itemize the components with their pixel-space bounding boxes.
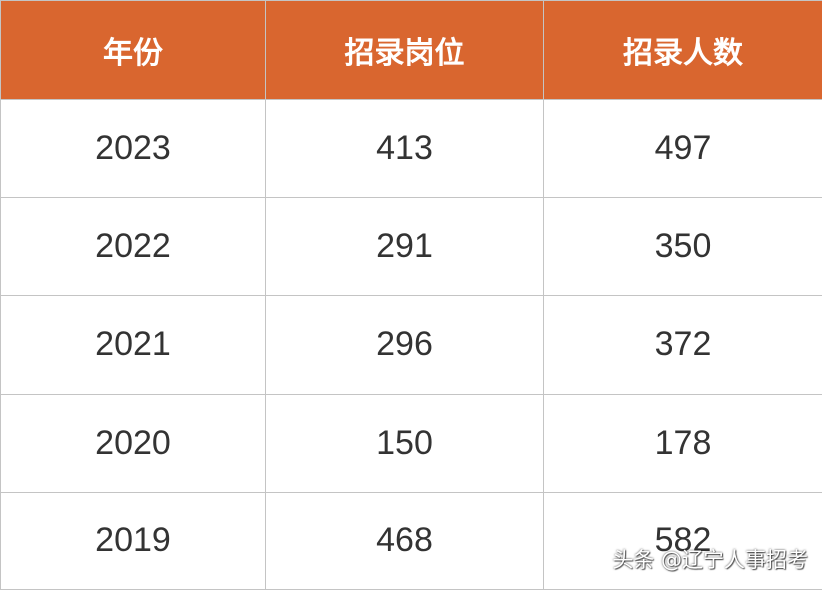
table-row: 2022 291 350 — [0, 197, 822, 297]
header-year: 年份 — [0, 0, 266, 100]
cell-recruits: 350 — [543, 197, 822, 297]
cell-positions: 296 — [265, 295, 544, 395]
cell-recruits: 582 — [543, 491, 822, 590]
cell-year: 2021 — [0, 295, 266, 395]
cell-positions: 468 — [265, 491, 544, 590]
cell-year: 2023 — [0, 98, 266, 199]
table-row: 2020 150 178 — [0, 393, 822, 493]
table-body: 2023 413 497 2022 291 350 2021 296 372 2… — [0, 98, 822, 590]
cell-positions: 291 — [265, 197, 544, 297]
cell-positions: 413 — [265, 98, 544, 199]
watermark-text: 头条 @辽宁人事招考 — [612, 548, 808, 572]
table-row: 2023 413 497 — [0, 98, 822, 199]
table-row: 2021 296 372 — [0, 295, 822, 395]
header-recruits: 招录人数 — [543, 0, 822, 100]
table-header: 年份 招录岗位 招录人数 — [0, 0, 822, 100]
cell-recruits: 372 — [543, 295, 822, 395]
cell-year: 2020 — [0, 393, 266, 493]
table-row: 2019 468 582 — [0, 491, 822, 590]
cell-positions: 150 — [265, 393, 544, 493]
cell-year: 2019 — [0, 491, 266, 590]
cell-recruits: 497 — [543, 98, 822, 199]
cell-year: 2022 — [0, 197, 266, 297]
cell-recruits: 178 — [543, 393, 822, 493]
header-row: 年份 招录岗位 招录人数 — [0, 0, 822, 100]
header-positions: 招录岗位 — [265, 0, 544, 100]
